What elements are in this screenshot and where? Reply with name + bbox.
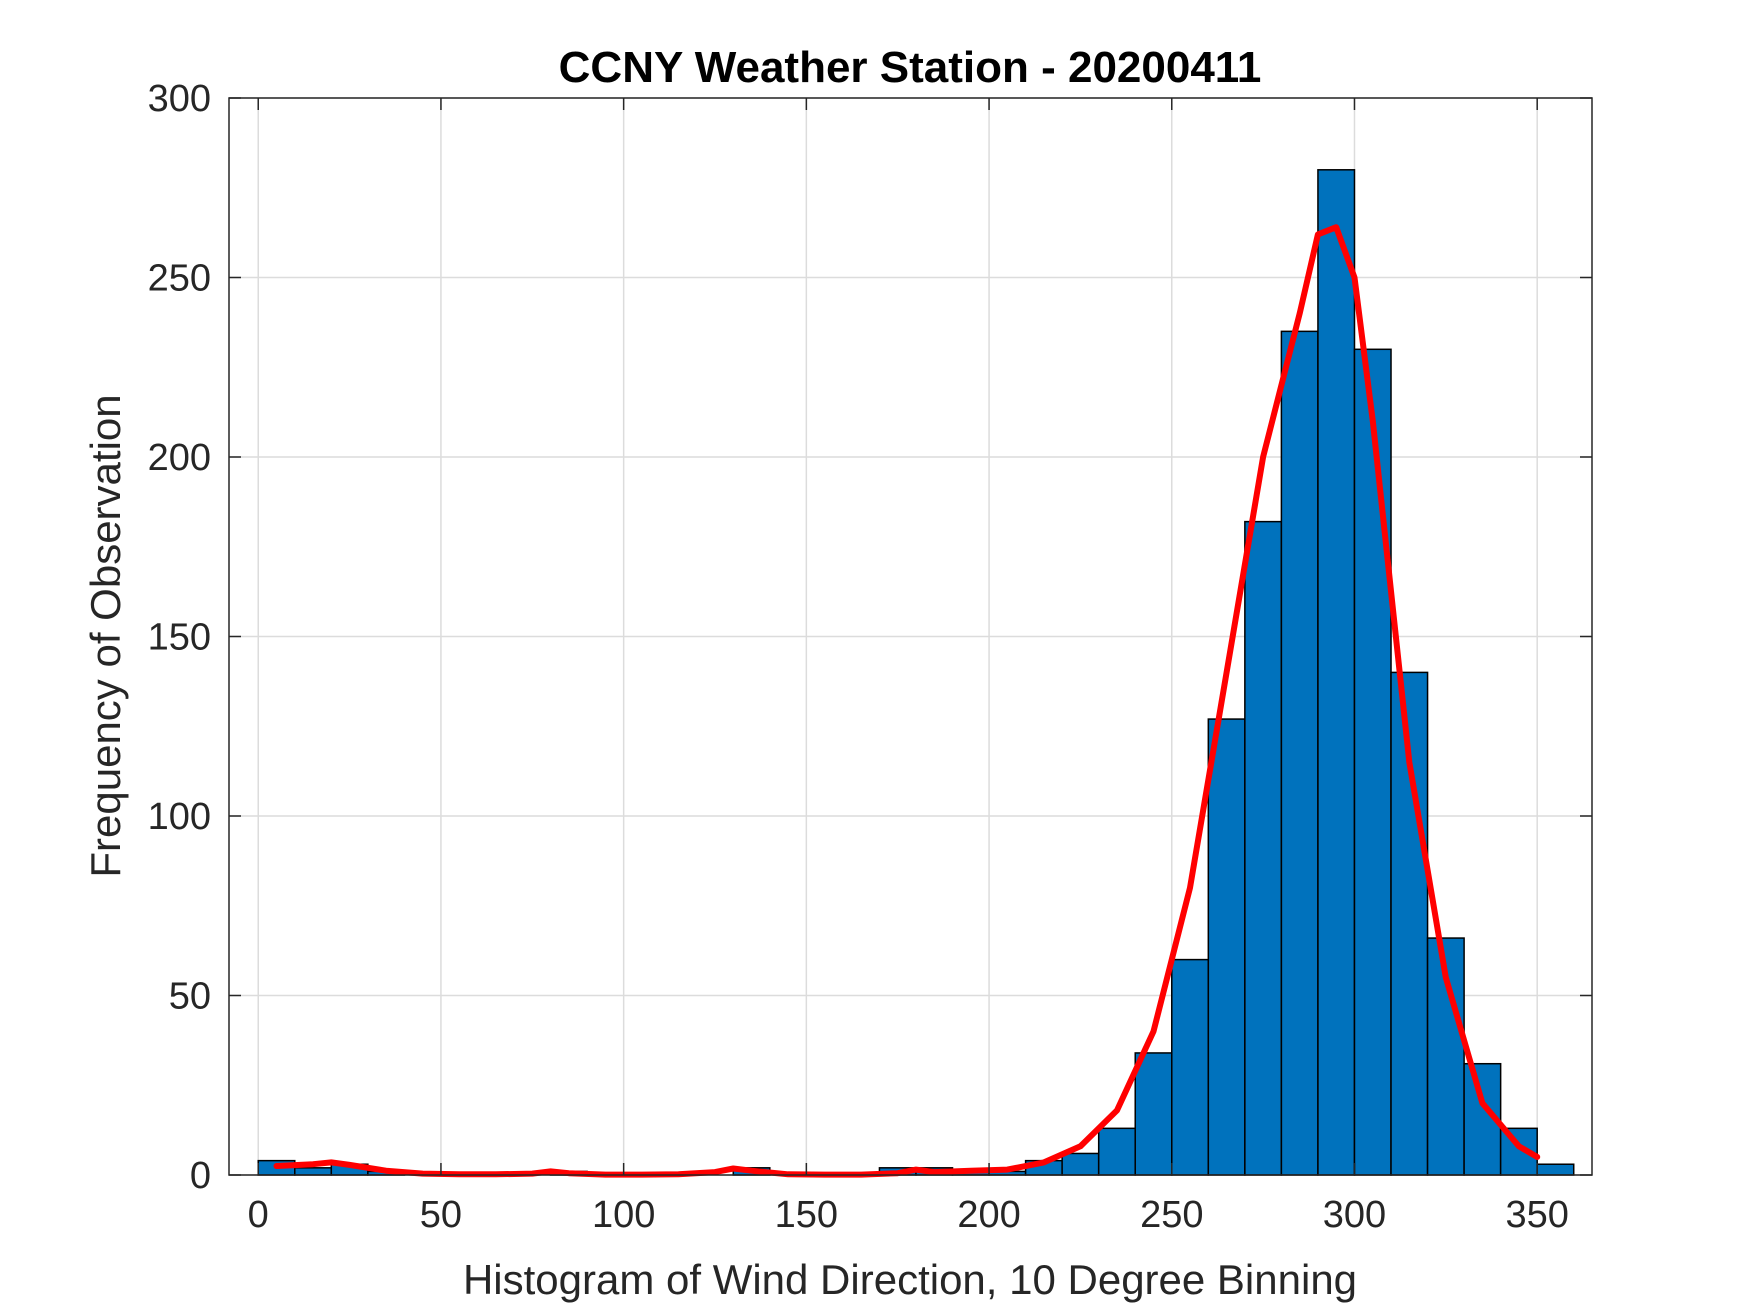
y-tick-label: 300	[148, 78, 211, 120]
y-tick-label: 250	[148, 258, 211, 300]
x-axis-label: Histogram of Wind Direction, 10 Degree B…	[463, 1256, 1357, 1303]
y-tick-label: 50	[169, 976, 211, 1018]
histogram-bar	[1097, 1127, 1136, 1176]
y-tick-label: 200	[148, 437, 211, 479]
y-tick-label: 0	[190, 1155, 211, 1197]
x-tick-label: 350	[1505, 1194, 1568, 1236]
histogram-bar	[1207, 718, 1246, 1176]
histogram-bar	[1244, 520, 1283, 1176]
x-tick-labels: 0 50 100 150 200 250 300 350	[248, 1194, 1569, 1236]
x-tick-label: 300	[1323, 1194, 1386, 1236]
chart-title: CCNY Weather Station - 20200411	[559, 43, 1262, 92]
x-tick-label: 50	[420, 1194, 462, 1236]
histogram-bar	[1536, 1163, 1575, 1176]
x-tick-label: 200	[957, 1194, 1020, 1236]
histogram-bar	[1171, 958, 1210, 1176]
histogram-bars	[257, 169, 1575, 1176]
histogram-bar	[1061, 1152, 1100, 1176]
histogram-bar	[1317, 169, 1356, 1176]
histogram-bar	[1353, 348, 1392, 1176]
x-tick-label: 100	[592, 1194, 655, 1236]
y-tick-label: 150	[148, 617, 211, 659]
histogram-bar	[1280, 330, 1319, 1176]
x-tick-label: 250	[1140, 1194, 1203, 1236]
axis-ticks	[229, 97, 1592, 1176]
y-tick-label: 100	[148, 796, 211, 838]
x-tick-label: 0	[248, 1194, 269, 1236]
histogram-bar	[294, 1167, 333, 1176]
histogram-bar	[1134, 1052, 1173, 1176]
y-tick-labels: 0 50 100 150 200 250 300	[148, 78, 211, 1197]
x-tick-label: 150	[775, 1194, 838, 1236]
y-axis-label: Frequency of Observation	[82, 394, 129, 877]
